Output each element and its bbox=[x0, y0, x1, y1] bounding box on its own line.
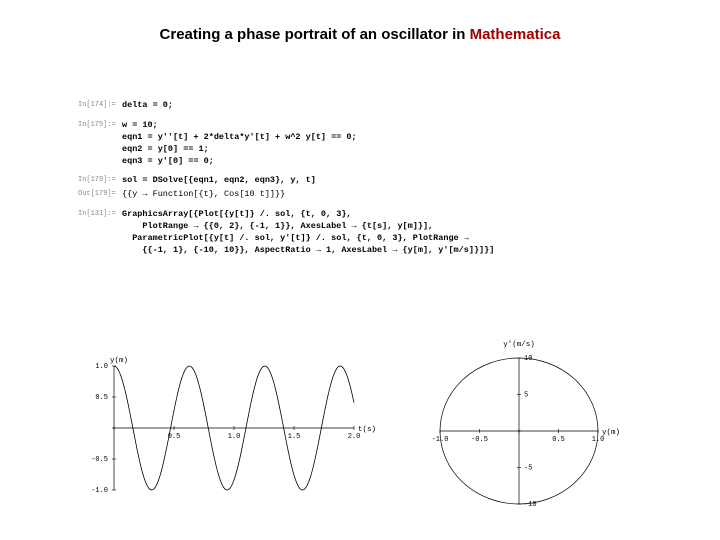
svg-text:0.5: 0.5 bbox=[552, 436, 565, 444]
cell-label: In[131]:= bbox=[78, 209, 122, 257]
cell-out179: Out[179]= {{y → Function[{t}, Cos[10 t]]… bbox=[78, 189, 638, 201]
time-plot: -1.0-0.50.51.00.51.01.52.0y(m)t(s) bbox=[78, 350, 378, 510]
cell-body: sol = DSolve[{eqn1, eqn2, eqn3}, y, t] bbox=[122, 175, 316, 187]
svg-text:y(m): y(m) bbox=[110, 357, 128, 365]
svg-text:5: 5 bbox=[524, 392, 528, 400]
title-plain: Creating a phase portrait of an oscillat… bbox=[160, 26, 470, 43]
cell-label: In[179]:= bbox=[78, 175, 122, 187]
cell-body: {{y → Function[{t}, Cos[10 t]]}} bbox=[122, 189, 285, 201]
svg-text:0.5: 0.5 bbox=[95, 394, 108, 402]
svg-text:1.0: 1.0 bbox=[228, 433, 241, 441]
cell-label: Out[179]= bbox=[78, 189, 122, 201]
svg-text:1.5: 1.5 bbox=[288, 433, 301, 441]
svg-text:-0.5: -0.5 bbox=[471, 436, 488, 444]
page-title: Creating a phase portrait of an oscillat… bbox=[0, 26, 720, 43]
svg-text:-5: -5 bbox=[524, 465, 532, 473]
notebook: In[174]:= delta = 0; In[175]:= w = 10; e… bbox=[78, 100, 638, 259]
cell-body: delta = 0; bbox=[122, 100, 173, 112]
svg-text:1.0: 1.0 bbox=[95, 363, 108, 371]
cell-in175: In[175]:= w = 10; eqn1 = y''[t] + 2*delt… bbox=[78, 120, 638, 168]
phase-plot: -10-5510-1.0-0.50.51.0y'(m/s)y(m) bbox=[408, 330, 628, 520]
svg-text:y'(m/s): y'(m/s) bbox=[503, 341, 535, 349]
svg-text:-10: -10 bbox=[524, 501, 537, 509]
cell-in131: In[131]:= GraphicsArray[{Plot[{y[t]} /. … bbox=[78, 209, 638, 257]
cell-in179: In[179]:= sol = DSolve[{eqn1, eqn2, eqn3… bbox=[78, 175, 638, 187]
cell-label: In[174]:= bbox=[78, 100, 122, 112]
cell-body: w = 10; eqn1 = y''[t] + 2*delta*y'[t] + … bbox=[122, 120, 357, 168]
cell-label: In[175]:= bbox=[78, 120, 122, 168]
svg-text:y(m): y(m) bbox=[602, 429, 620, 437]
svg-text:2.0: 2.0 bbox=[348, 433, 361, 441]
svg-text:-1.0: -1.0 bbox=[91, 487, 108, 495]
svg-text:t(s): t(s) bbox=[358, 426, 376, 434]
title-mathematica: Mathematica bbox=[470, 26, 561, 43]
charts-row: -1.0 -0.5 0.5 1.0 0.5 1.0 1.5 2.0 y(m) t(s) -10 -5… bbox=[78, 350, 658, 510]
cell-in174: In[174]:= delta = 0; bbox=[78, 100, 638, 112]
svg-text:-0.5: -0.5 bbox=[91, 456, 108, 464]
cell-body: GraphicsArray[{Plot[{y[t]} /. sol, {t, 0… bbox=[122, 209, 494, 257]
